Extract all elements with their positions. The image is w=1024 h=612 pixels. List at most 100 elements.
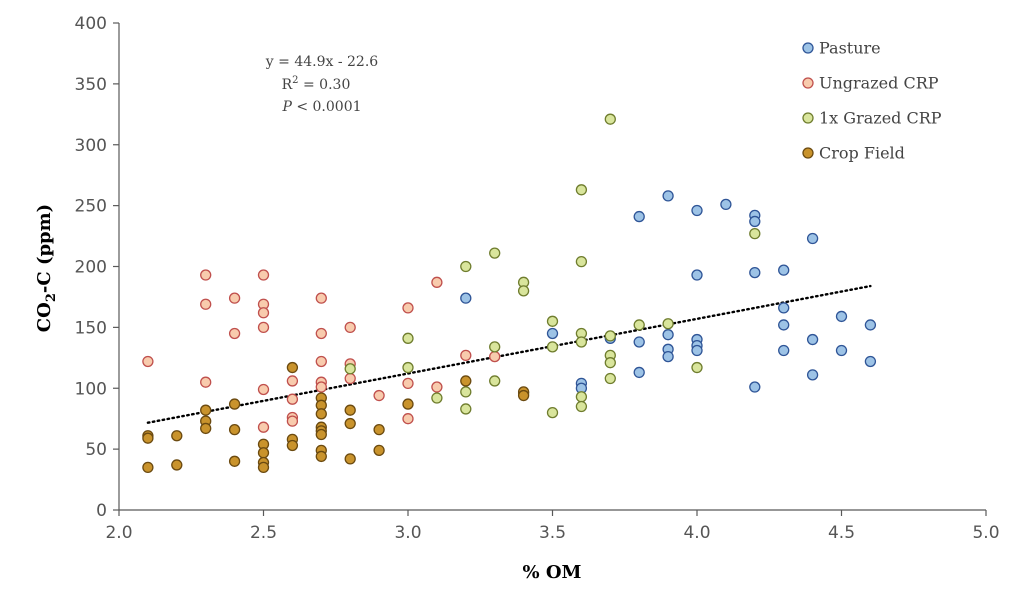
data-point bbox=[402, 377, 414, 390]
data-point bbox=[460, 349, 472, 362]
data-point bbox=[489, 350, 501, 363]
x-tick-label: 2.0 bbox=[105, 523, 132, 543]
data-point bbox=[344, 417, 356, 430]
data-point bbox=[315, 381, 327, 393]
series-crop-field bbox=[142, 361, 530, 474]
data-point bbox=[691, 269, 703, 281]
y-tick-label: 350 bbox=[75, 75, 107, 95]
data-point bbox=[749, 381, 761, 393]
data-point bbox=[460, 375, 472, 387]
data-point bbox=[546, 406, 559, 419]
data-point bbox=[778, 264, 790, 276]
data-point bbox=[344, 321, 356, 334]
data-point bbox=[604, 330, 616, 342]
data-point bbox=[835, 310, 848, 323]
regression-equation: y = 44.9x - 22.6 bbox=[265, 54, 379, 70]
y-tick-label: 300 bbox=[75, 136, 107, 156]
data-point bbox=[315, 355, 327, 368]
data-point bbox=[720, 198, 732, 211]
data-point bbox=[257, 461, 270, 474]
data-point bbox=[200, 376, 212, 388]
data-point bbox=[344, 453, 356, 465]
y-tick-label: 400 bbox=[75, 14, 107, 34]
data-point bbox=[315, 327, 327, 340]
data-point bbox=[691, 204, 703, 217]
data-point bbox=[749, 227, 761, 240]
y-axis-title: CO2-C (ppm) bbox=[34, 204, 59, 332]
data-point bbox=[633, 210, 645, 223]
p-value-label: P < 0.0001 bbox=[281, 99, 361, 115]
data-point bbox=[228, 423, 241, 436]
data-point bbox=[373, 423, 385, 436]
data-point bbox=[806, 369, 819, 381]
trendline bbox=[146, 284, 872, 424]
data-point bbox=[546, 327, 559, 340]
data-point bbox=[575, 391, 588, 403]
data-point bbox=[489, 375, 501, 387]
data-point bbox=[315, 292, 327, 304]
x-tick-label: 3.5 bbox=[539, 523, 566, 543]
data-point bbox=[228, 292, 241, 304]
data-point bbox=[864, 355, 877, 368]
legend-item: 1x Grazed CRP bbox=[802, 109, 942, 128]
r-squared-label: R2 = 0.30 bbox=[282, 75, 351, 93]
legend-item: Ungrazed CRP bbox=[802, 74, 939, 93]
data-point bbox=[517, 285, 530, 297]
data-point bbox=[806, 333, 819, 346]
data-point bbox=[286, 415, 299, 427]
data-point bbox=[460, 260, 472, 273]
data-point bbox=[864, 319, 877, 331]
data-point bbox=[142, 432, 154, 444]
data-point bbox=[344, 404, 356, 416]
data-point bbox=[806, 232, 819, 245]
data-point bbox=[662, 190, 674, 202]
data-point bbox=[489, 247, 501, 259]
data-point bbox=[171, 459, 183, 471]
data-point bbox=[662, 329, 674, 341]
data-point bbox=[142, 461, 154, 474]
data-point bbox=[171, 430, 183, 442]
data-point bbox=[257, 421, 270, 433]
legend-marker bbox=[802, 77, 814, 89]
data-point bbox=[402, 398, 414, 410]
data-point bbox=[575, 184, 588, 196]
data-point bbox=[517, 389, 530, 402]
data-point bbox=[402, 302, 414, 314]
data-point bbox=[142, 355, 154, 368]
legend-label: 1x Grazed CRP bbox=[819, 109, 942, 128]
data-point bbox=[402, 413, 414, 425]
series-ungrazed-crp bbox=[142, 269, 501, 433]
x-tick-label: 4.5 bbox=[828, 523, 855, 543]
data-point bbox=[315, 428, 327, 441]
data-point bbox=[257, 383, 270, 396]
y-tick-label: 100 bbox=[75, 379, 107, 399]
data-point bbox=[778, 319, 790, 331]
data-point bbox=[778, 302, 790, 314]
data-point bbox=[257, 269, 270, 281]
legend-marker bbox=[802, 42, 814, 54]
series-pasture bbox=[460, 190, 877, 394]
data-point bbox=[662, 318, 674, 330]
data-point bbox=[460, 403, 472, 415]
data-point bbox=[604, 113, 616, 125]
data-point bbox=[691, 344, 703, 357]
data-point bbox=[402, 332, 414, 344]
legend-item: Crop Field bbox=[802, 144, 905, 163]
data-point bbox=[633, 336, 645, 348]
data-point bbox=[691, 361, 703, 374]
data-point bbox=[286, 375, 299, 387]
y-tick-label: 0 bbox=[96, 501, 107, 521]
data-point bbox=[546, 315, 559, 327]
x-axis-title: % OM bbox=[523, 562, 582, 583]
x-tick-label: 3.0 bbox=[394, 523, 421, 543]
y-tick-label: 150 bbox=[75, 318, 107, 338]
x-tick-label: 2.5 bbox=[250, 523, 277, 543]
legend-marker bbox=[802, 112, 814, 124]
x-tick-label: 5.0 bbox=[972, 523, 999, 543]
data-point bbox=[749, 215, 761, 228]
y-tick-label: 250 bbox=[75, 197, 107, 217]
data-point bbox=[402, 361, 414, 374]
data-point bbox=[604, 372, 616, 385]
legend-label: Crop Field bbox=[819, 144, 905, 163]
